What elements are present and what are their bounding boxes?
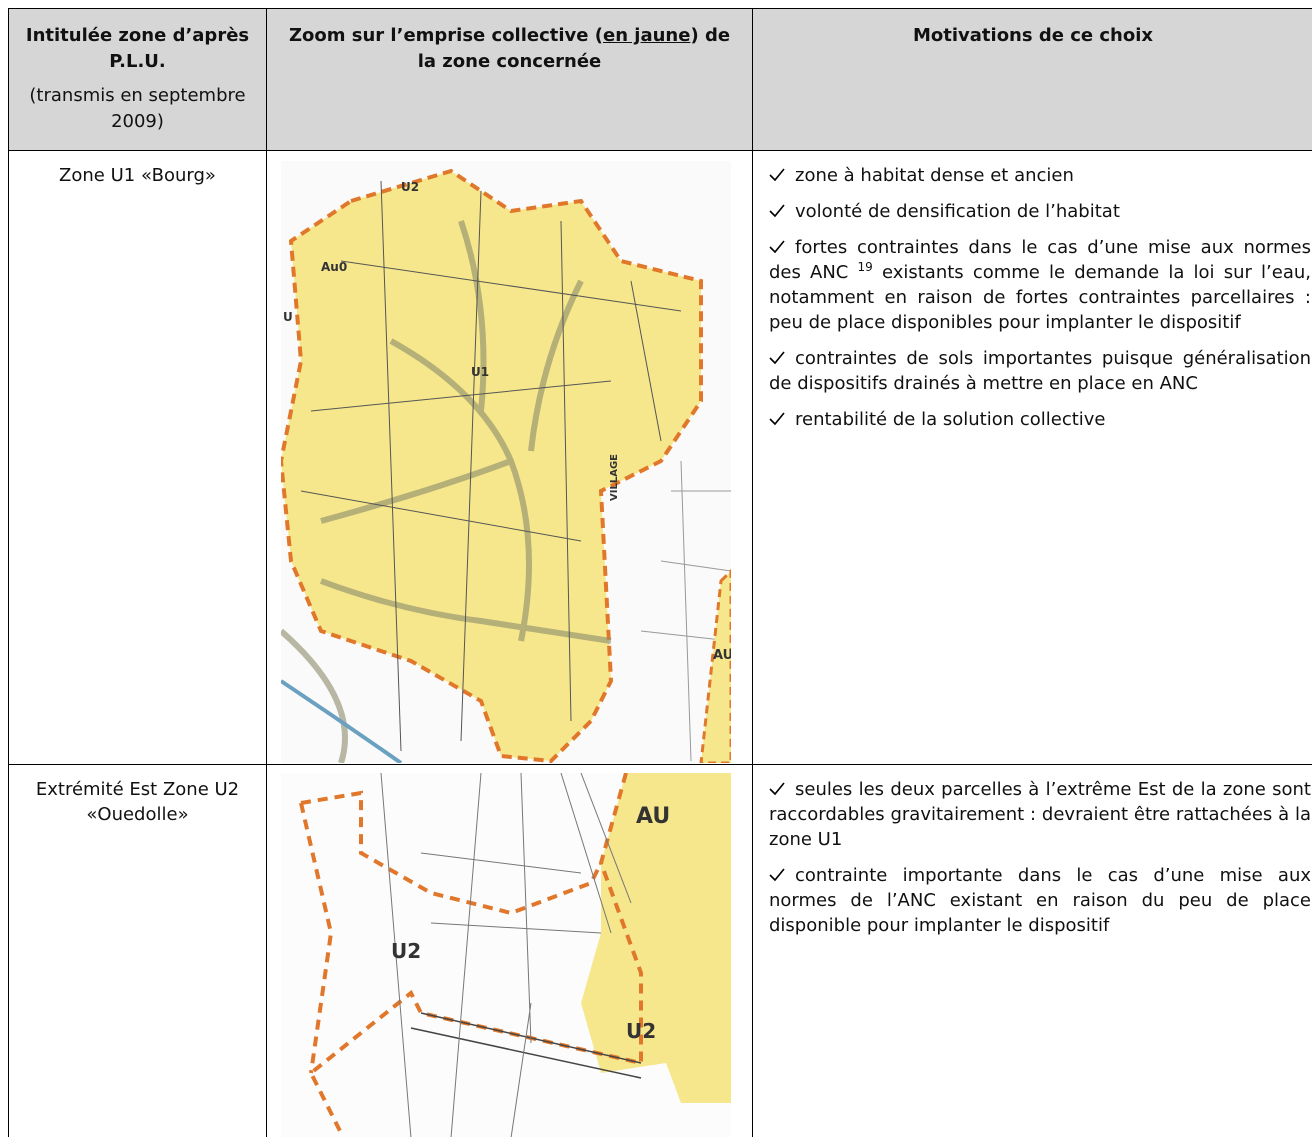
map-label: U2 xyxy=(391,939,421,963)
map-label: U xyxy=(283,310,293,324)
map-cell: U2 Au0 U U1 VILLAGE AU xyxy=(266,150,752,765)
header-note: (transmis en septembre 2009) xyxy=(29,85,246,132)
footnote-ref: 19 xyxy=(857,260,873,274)
check-icon xyxy=(769,204,785,218)
bullet: contrainte importante dans le cas d’une … xyxy=(769,863,1311,938)
check-icon xyxy=(769,351,785,365)
check-icon xyxy=(769,868,785,882)
check-icon xyxy=(769,240,785,254)
bullet: contraintes de sols importantes puisque … xyxy=(769,346,1311,396)
bullet: seules les deux parcelles à l’extrême Es… xyxy=(769,777,1311,852)
header-text: ) de la zone concernée xyxy=(417,25,731,72)
bullet-text: fortes contraintes dans le cas d’une mis… xyxy=(769,237,1311,283)
map-image: AU U2 U2 xyxy=(281,773,731,1137)
bullet: rentabilité de la solution collective xyxy=(769,407,1311,432)
map-label: U1 xyxy=(471,365,489,379)
map-label: U2 xyxy=(626,1019,656,1043)
zone-name: Extrémité Est Zone U2 «Ouedolle» xyxy=(35,779,240,825)
bullet-text: seules les deux parcelles à l’extrême Es… xyxy=(769,779,1311,850)
zone-cell: Extrémité Est Zone U2 «Ouedolle» xyxy=(8,764,266,1137)
motivation-cell: seules les deux parcelles à l’extrême Es… xyxy=(752,764,1312,1137)
check-icon xyxy=(769,782,785,796)
bullet: zone à habitat dense et ancien xyxy=(769,163,1311,188)
bullet-text: contrainte importante dans le cas d’une … xyxy=(769,865,1311,936)
bullet-text: existants comme le demande la loi sur l’… xyxy=(769,262,1311,333)
header-cell: Zoom sur l’emprise collective (en jaune)… xyxy=(266,8,752,151)
bullet: fortes contraintes dans le cas d’une mis… xyxy=(769,235,1311,335)
map-label: AU xyxy=(713,648,731,663)
zone-name: Zone U1 «Bourg» xyxy=(59,165,216,186)
motivation-cell: zone à habitat dense et ancien volonté d… xyxy=(752,150,1312,765)
map-image: U2 Au0 U U1 VILLAGE AU xyxy=(281,161,731,763)
map-label: Au0 xyxy=(321,260,347,274)
zone-cell: Zone U1 «Bourg» xyxy=(8,150,266,765)
map-label: U2 xyxy=(401,180,419,194)
bullet-text: rentabilité de la solution collective xyxy=(795,409,1106,430)
header-title: Intitulée zone d’après P.L.U. xyxy=(25,25,250,72)
bullet-text: contraintes de sols importantes puisque … xyxy=(769,348,1311,394)
check-icon xyxy=(769,412,785,426)
header-cell: Intitulée zone d’après P.L.U. (transmis … xyxy=(8,8,266,151)
bullet-text: zone à habitat dense et ancien xyxy=(795,165,1074,186)
check-icon xyxy=(769,168,785,182)
map-label: AU xyxy=(636,804,670,829)
header-underlined: en jaune xyxy=(603,25,691,46)
header-cell: Motivations de ce choix xyxy=(752,8,1312,151)
bullet-text: volonté de densification de l’habitat xyxy=(795,201,1120,222)
bullet: volonté de densification de l’habitat xyxy=(769,199,1311,224)
map-cell: AU U2 U2 xyxy=(266,764,752,1137)
header-text: Zoom sur l’emprise collective ( xyxy=(288,25,603,46)
header-title: Motivations de ce choix xyxy=(912,25,1153,46)
map-label: VILLAGE xyxy=(609,454,620,501)
